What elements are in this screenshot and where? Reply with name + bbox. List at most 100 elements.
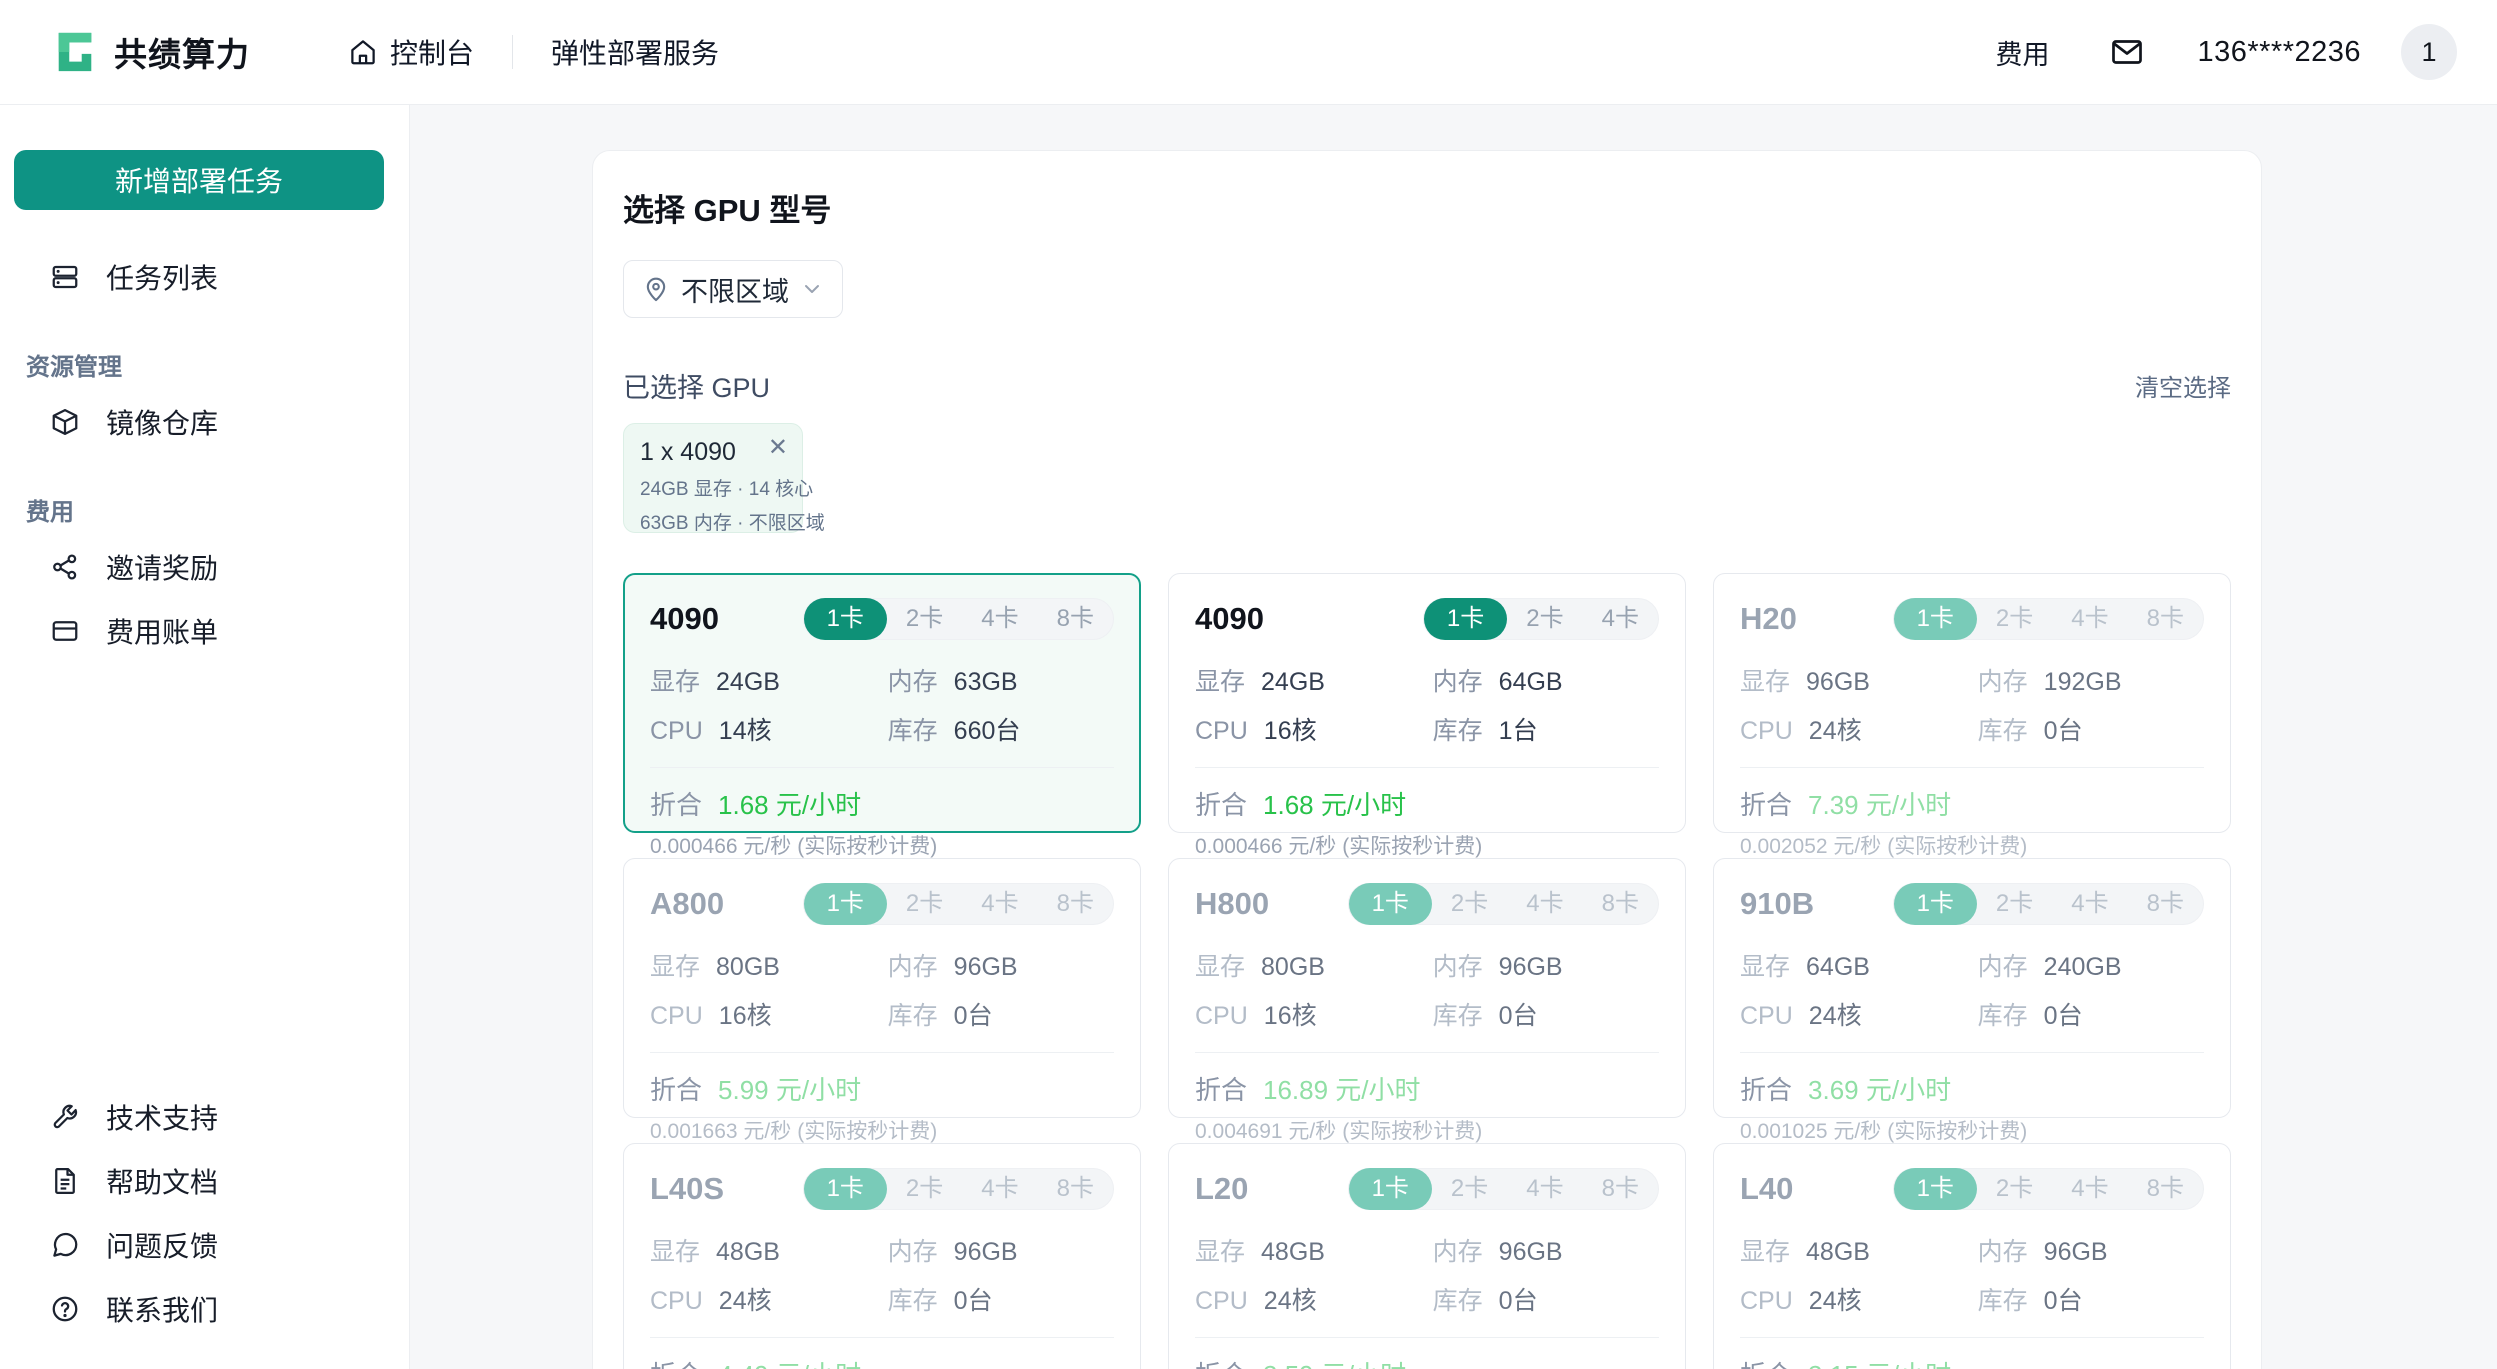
tab-8卡[interactable]: 8卡 bbox=[2146, 890, 2184, 917]
gpu-card-h800[interactable]: H800 1卡 2卡 4卡 8卡 显存 80GB 内存 96GB CPU 16核 库存 0台 折合 16.8… bbox=[1168, 858, 1686, 1143]
clear-selection-link[interactable]: 清空选择 bbox=[2135, 375, 2231, 402]
gpu-card-a800[interactable]: A800 1卡 2卡 4卡 8卡 显存 80GB 内存 96GB CPU 16核 库存 0台 折合 5.99… bbox=[623, 858, 1141, 1143]
spec-ram: 内存 96GB bbox=[888, 1232, 1114, 1268]
new-deploy-task-button[interactable]: 新增部署任务 bbox=[14, 150, 384, 210]
tab-8卡[interactable]: 8卡 bbox=[2146, 605, 2184, 632]
tab-2卡[interactable]: 2卡 bbox=[905, 890, 944, 917]
tab-4卡[interactable]: 4卡 bbox=[981, 1175, 1019, 1202]
gpu-card-h20[interactable]: H20 1卡 2卡 4卡 8卡 显存 96GB 内存 192GB CPU 24核 库存 0台 折合 7.39… bbox=[1713, 573, 2231, 858]
tab-4卡[interactable]: 4卡 bbox=[2071, 890, 2109, 917]
per-second-price: 0.000466 元/秒 (实际按秒计费) bbox=[650, 830, 1114, 860]
spec-label: CPU bbox=[1740, 1287, 1793, 1315]
price-row: 折合 3.69 元/小时 bbox=[1740, 1070, 2204, 1107]
tab-2卡[interactable]: 2卡 bbox=[1526, 605, 1564, 632]
per-second-price: 0.004691 元/秒 (实际按秒计费) bbox=[1195, 1115, 1659, 1145]
tab-8卡[interactable]: 8卡 bbox=[1056, 890, 1094, 917]
tab-1卡[interactable]: 1卡 bbox=[1893, 1168, 1977, 1210]
price-prefix: 折合 bbox=[1740, 790, 1793, 820]
spec-stock: 库存 0台 bbox=[888, 996, 1114, 1032]
tab-4卡[interactable]: 4卡 bbox=[2071, 605, 2109, 632]
tab-2卡[interactable]: 2卡 bbox=[905, 605, 944, 632]
tab-1卡[interactable]: 1卡 bbox=[803, 598, 887, 640]
region-selector[interactable]: 不限区域 bbox=[623, 260, 843, 318]
gpu-specs: 显存 24GB 内存 63GB CPU 14核 库存 660台 bbox=[650, 662, 1114, 747]
nav-elastic-deploy[interactable]: 弹性部署服务 bbox=[541, 32, 729, 72]
tab-2卡[interactable]: 2卡 bbox=[1995, 890, 2034, 917]
selected-gpu-chip[interactable]: 1 x 4090 ✕ 24GB 显存 · 14 核心 63GB 内存 · 不限区… bbox=[623, 423, 825, 534]
sidebar-item-fee-bill[interactable]: 费用账单 bbox=[0, 599, 409, 663]
gpu-card-910b[interactable]: 910B 1卡 2卡 4卡 8卡 显存 64GB 内存 240GB CPU 24核 库存 0台 折合 3.6… bbox=[1713, 858, 2231, 1143]
tab-8卡[interactable]: 8卡 bbox=[1601, 1175, 1639, 1202]
tab-2卡[interactable]: 2卡 bbox=[1995, 1175, 2034, 1202]
gpu-card-4090[interactable]: 4090 1卡 2卡 4卡 显存 24GB 内存 64GB CPU 16核 库存 1台 折合 1.68 元… bbox=[1168, 573, 1686, 858]
tab-1卡[interactable]: 1卡 bbox=[1348, 883, 1432, 925]
card-count-tabs: 1卡 2卡 4卡 bbox=[1422, 598, 1659, 640]
spec-label: 显存 bbox=[1740, 1238, 1791, 1266]
sidebar-item-contact-us[interactable]: 联系我们 bbox=[0, 1277, 409, 1341]
sidebar-item-feedback[interactable]: 问题反馈 bbox=[0, 1213, 409, 1277]
spec-value: 0台 bbox=[953, 1002, 993, 1030]
spec-label: 显存 bbox=[650, 953, 701, 981]
card-count-tabs: 1卡 2卡 4卡 8卡 bbox=[1892, 1168, 2204, 1210]
spec-value: 48GB bbox=[1261, 1238, 1325, 1266]
tab-4卡[interactable]: 4卡 bbox=[1526, 1175, 1564, 1202]
tab-1卡[interactable]: 1卡 bbox=[1423, 598, 1508, 640]
share-icon bbox=[50, 552, 80, 582]
tab-4卡[interactable]: 4卡 bbox=[981, 890, 1019, 917]
card-divider bbox=[1195, 1337, 1659, 1338]
avatar[interactable]: 1 bbox=[2401, 24, 2457, 80]
sidebar-item-help-docs[interactable]: 帮助文档 bbox=[0, 1149, 409, 1213]
gpu-card-4090[interactable]: 4090 1卡 2卡 4卡 8卡 显存 24GB 内存 63GB CPU 14核 库存 660台 折合 1.… bbox=[623, 573, 1141, 858]
spec-label: 内存 bbox=[1977, 953, 2028, 981]
spec-value: 80GB bbox=[1261, 953, 1325, 981]
tab-1卡[interactable]: 1卡 bbox=[803, 1168, 887, 1210]
tab-8卡[interactable]: 8卡 bbox=[2146, 1175, 2184, 1202]
tab-2卡[interactable]: 2卡 bbox=[1995, 605, 2034, 632]
chip-close-icon[interactable]: ✕ bbox=[767, 434, 788, 461]
card-count-tabs: 1卡 2卡 4卡 8卡 bbox=[802, 883, 1114, 925]
tab-1卡[interactable]: 1卡 bbox=[1348, 1168, 1432, 1210]
mail-icon[interactable] bbox=[2109, 34, 2145, 70]
spec-vram: 显存 48GB bbox=[1740, 1232, 1978, 1268]
tab-2卡[interactable]: 2卡 bbox=[1450, 890, 1489, 917]
tab-1卡[interactable]: 1卡 bbox=[803, 883, 887, 925]
sidebar: 新增部署任务 任务列表 资源管理 镜像仓库 bbox=[0, 105, 410, 1369]
tab-8卡[interactable]: 8卡 bbox=[1601, 890, 1639, 917]
sidebar-item-image-repo[interactable]: 镜像仓库 bbox=[0, 390, 409, 454]
tab-4卡[interactable]: 4卡 bbox=[2071, 1175, 2109, 1202]
header-fee-link[interactable]: 费用 bbox=[1995, 39, 2050, 70]
spec-value: 0台 bbox=[2043, 717, 2083, 745]
spec-label: 库存 bbox=[1432, 1287, 1483, 1315]
tab-4卡[interactable]: 4卡 bbox=[1526, 890, 1564, 917]
nav-console[interactable]: 控制台 bbox=[338, 32, 484, 72]
gpu-name: H20 bbox=[1740, 601, 1797, 636]
spec-value: 14核 bbox=[718, 717, 772, 745]
tab-2卡[interactable]: 2卡 bbox=[1450, 1175, 1489, 1202]
tab-1卡[interactable]: 1卡 bbox=[1893, 883, 1977, 925]
spec-value: 0台 bbox=[1498, 1287, 1538, 1315]
tab-4卡[interactable]: 4卡 bbox=[981, 605, 1019, 632]
sidebar-item-tech-support[interactable]: 技术支持 bbox=[0, 1085, 409, 1149]
tab-8卡[interactable]: 8卡 bbox=[1056, 1175, 1094, 1202]
tab-2卡[interactable]: 2卡 bbox=[905, 1175, 944, 1202]
nav-console-label: 控制台 bbox=[390, 38, 475, 69]
gpu-specs: 显存 64GB 内存 240GB CPU 24核 库存 0台 bbox=[1740, 947, 2204, 1032]
gpu-name: H800 bbox=[1195, 886, 1270, 921]
user-phone[interactable]: 136****2236 bbox=[2197, 35, 2361, 68]
gpu-specs: 显存 80GB 内存 96GB CPU 16核 库存 0台 bbox=[650, 947, 1114, 1032]
tab-1卡[interactable]: 1卡 bbox=[1893, 598, 1977, 640]
tab-8卡[interactable]: 8卡 bbox=[1056, 605, 1094, 632]
brand[interactable]: 共绩算力 bbox=[52, 28, 250, 76]
gpu-select-panel: 选择 GPU 型号 不限区域 已选择 GPU 清空选择 1 x 4090 ✕ bbox=[592, 150, 2262, 1369]
hourly-price: 5.99 元/小时 bbox=[718, 1075, 862, 1105]
sidebar-item-invite-reward[interactable]: 邀请奖励 bbox=[0, 535, 409, 599]
tab-4卡[interactable]: 4卡 bbox=[1601, 605, 1639, 632]
question-circle-icon bbox=[50, 1294, 80, 1324]
spec-stock: 库存 0台 bbox=[1433, 996, 1659, 1032]
gpu-specs: 显存 96GB 内存 192GB CPU 24核 库存 0台 bbox=[1740, 662, 2204, 747]
region-selector-value: 不限区域 bbox=[681, 276, 789, 307]
sidebar-item-task-list[interactable]: 任务列表 bbox=[0, 245, 409, 309]
